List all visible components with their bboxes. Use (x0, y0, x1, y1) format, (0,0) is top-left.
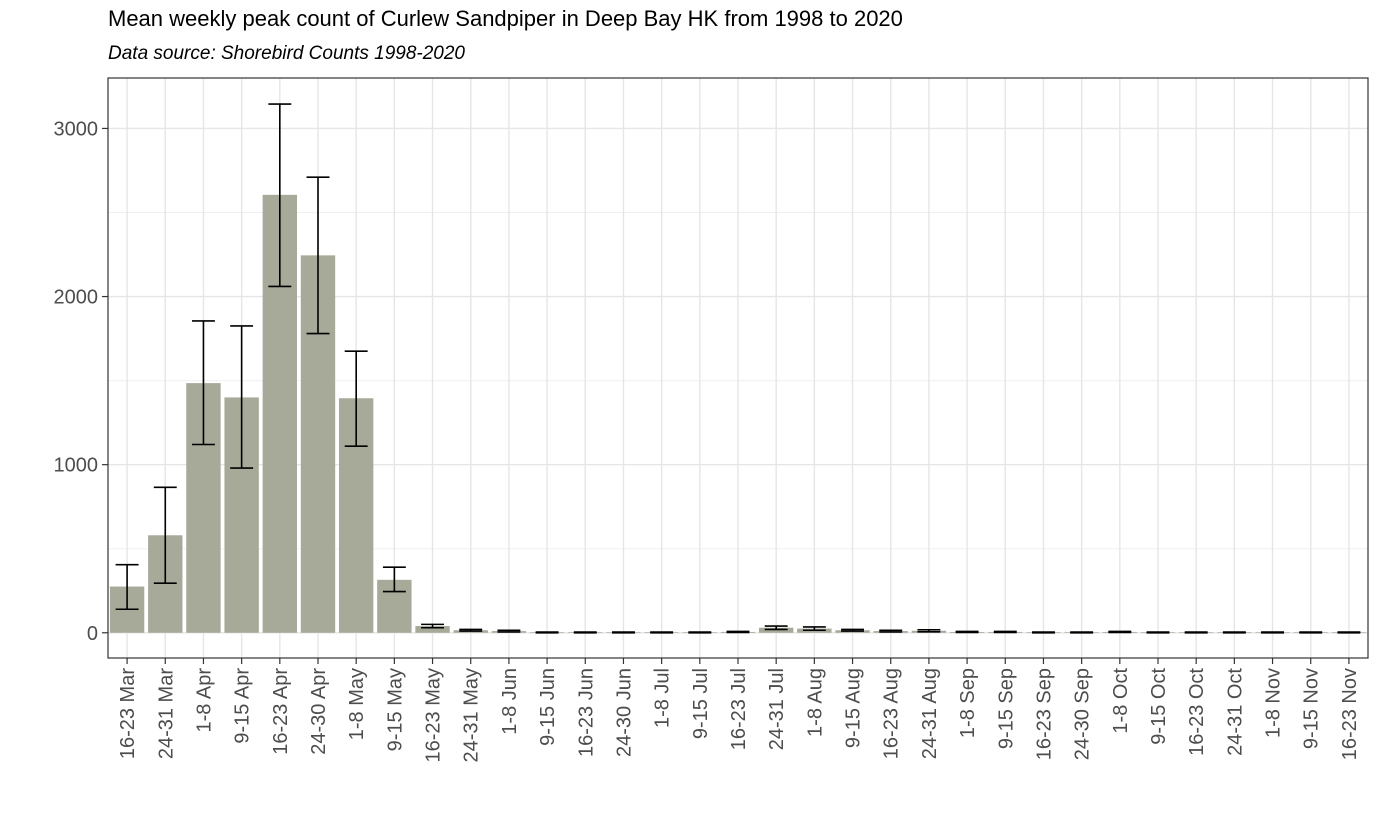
y-tick-label: 3000 (54, 118, 99, 140)
error-bar (153, 486, 177, 584)
error-bar (535, 631, 559, 634)
x-tick-label: 24-31 May (461, 668, 483, 763)
x-tick-label: 9-15 Oct (1148, 668, 1170, 745)
error-bar (344, 350, 368, 447)
x-tick-label: 16-23 Mar (117, 668, 139, 759)
error-bar (688, 631, 712, 634)
error-bar (955, 630, 979, 634)
x-tick-label: 9-15 Sep (995, 668, 1017, 749)
error-bar (764, 625, 788, 631)
x-tick-label: 24-31 Mar (155, 668, 177, 759)
bar (415, 626, 450, 633)
x-tick-label: 16-23 Oct (1186, 668, 1208, 756)
x-tick-label: 16-23 Apr (270, 668, 292, 755)
error-bar (1108, 630, 1132, 634)
error-bar (459, 628, 483, 632)
chart-title: Mean weekly peak count of Curlew Sandpip… (108, 6, 903, 31)
x-tick-label: 16-23 May (423, 668, 445, 763)
y-tick-label: 1000 (54, 455, 99, 477)
x-tick-label: 24-30 Apr (308, 668, 330, 755)
chart-subtitle: Data source: Shorebird Counts 1998-2020 (108, 43, 466, 64)
error-bar (650, 631, 674, 634)
error-bar (192, 320, 215, 446)
y-tick-label: 0 (87, 623, 98, 645)
bar (759, 627, 794, 633)
error-bar (1337, 631, 1361, 634)
x-tick-label: 1-8 Apr (193, 668, 215, 733)
error-bar (1299, 631, 1323, 634)
x-tick-label: 1-8 May (346, 668, 368, 740)
x-tick-label: 24-31 Oct (1224, 668, 1246, 756)
x-tick-label: 24-30 Jun (613, 668, 635, 757)
x-tick-label: 24-31 Aug (919, 668, 941, 759)
error-bar (879, 629, 903, 633)
x-tick-label: 1-8 Nov (1263, 668, 1285, 738)
x-axis: 16-23 Mar 24-31 Mar 1-8 Apr 9-15 Apr 16-23 A… (117, 658, 1361, 763)
x-tick-label: 16-23 Jun (575, 668, 597, 757)
error-bar (841, 628, 864, 632)
error-bar (268, 103, 292, 288)
error-bar (115, 563, 139, 611)
error-bar (306, 176, 330, 335)
error-bars (115, 103, 1361, 634)
x-tick-label: 16-23 Jul (728, 668, 750, 750)
error-bar (230, 325, 254, 469)
error-bar (802, 626, 826, 632)
x-tick-label: 9-15 Apr (232, 668, 254, 744)
error-bar (1261, 631, 1284, 634)
error-bar (726, 630, 750, 634)
x-tick-label: 1-8 Jun (499, 668, 521, 735)
x-tick-label: 24-31 Jul (766, 668, 788, 750)
x-tick-label: 9-15 Nov (1301, 668, 1323, 749)
bar-series (109, 194, 1367, 633)
x-tick-label: 1-8 Oct (1110, 668, 1132, 734)
error-bar (1146, 631, 1170, 634)
error-bar (497, 629, 521, 633)
error-bar (1070, 631, 1094, 634)
x-tick-label: 9-15 Jun (537, 668, 559, 746)
x-tick-label: 24-30 Sep (1072, 668, 1094, 760)
x-tick-label: 1-8 Sep (957, 668, 979, 738)
x-tick-label: 9-15 Aug (843, 668, 865, 748)
error-bar (382, 566, 406, 593)
x-tick-label: 9-15 May (384, 668, 406, 751)
x-tick-label: 9-15 Jul (690, 668, 712, 739)
x-tick-label: 16-23 Aug (881, 668, 903, 759)
error-bar (993, 630, 1017, 634)
error-bar (573, 631, 597, 634)
y-axis: 0 1000 2000 3000 (54, 118, 108, 645)
error-bar (421, 623, 444, 629)
error-bar (1184, 631, 1208, 634)
error-bar (1222, 631, 1246, 634)
x-tick-label: 1-8 Aug (804, 668, 826, 737)
x-tick-label: 16-23 Sep (1033, 668, 1055, 760)
x-tick-label: 1-8 Jul (652, 668, 674, 728)
error-bar (917, 628, 941, 633)
error-bar (1032, 631, 1055, 634)
x-tick-label: 16-23 Nov (1339, 668, 1361, 760)
error-bar (612, 631, 635, 634)
y-tick-label: 2000 (54, 287, 99, 309)
